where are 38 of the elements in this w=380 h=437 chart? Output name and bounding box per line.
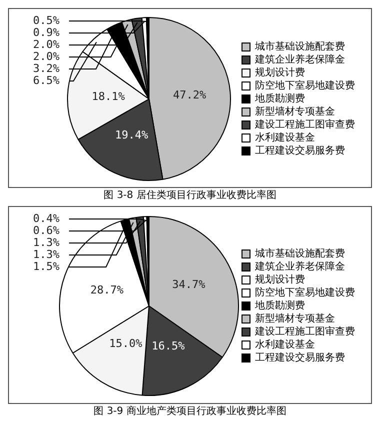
legend-label: 规划设计费	[255, 274, 305, 286]
data-label: 47.2%	[173, 88, 207, 102]
data-label: 1.3%	[33, 236, 60, 249]
legend-label: 新型墙材专项基金	[255, 106, 335, 118]
data-label: 34.7%	[172, 278, 206, 292]
legend-label: 工程建设交易服务费	[255, 144, 345, 157]
data-label: 1.3%	[33, 248, 60, 261]
legend-label: 建筑企业养老保障金	[254, 260, 345, 273]
data-label: 0.9%	[33, 26, 60, 39]
data-label: 3.2%	[33, 62, 60, 75]
data-label: 0.6%	[33, 224, 60, 237]
data-label: 2.0%	[33, 38, 60, 51]
legend-label: 地质勘测费	[254, 92, 305, 105]
legend-label: 城市基础设施配套费	[254, 40, 345, 53]
data-label: 0.5%	[33, 14, 60, 27]
data-label: 19.4%	[115, 128, 149, 142]
data-label: 2.0%	[33, 50, 60, 63]
legend-label: 地质勘测费	[254, 300, 305, 312]
data-label: 16.5%	[152, 339, 186, 352]
legend-label: 建设工程施工图审查费	[254, 118, 355, 131]
text: 图 3-9 商业地产类项目行政事业收费比率图	[92, 405, 288, 419]
legend-label: 建筑企业养老保障金	[254, 54, 345, 66]
legend-label: 建设工程施工图审查费	[254, 326, 355, 338]
data-label: 18.1%	[92, 90, 126, 103]
legend-label: 防空地下室易地建设费	[255, 80, 355, 92]
legend-label: 城市基础设施配套费	[254, 248, 345, 260]
data-label: 0.4%	[33, 212, 60, 225]
legend-label: 水利建设基金	[255, 338, 315, 351]
data-label: 6.5%	[33, 74, 60, 87]
text: 图 3-8 居住类项目行政事业收费比率图	[102, 189, 278, 203]
data-label: 15.0%	[109, 337, 143, 350]
legend-label: 防空地下室易地建设费	[255, 286, 355, 299]
data-label: 1.5%	[33, 260, 60, 273]
legend-label: 新型墙材专项基金	[255, 312, 335, 325]
data-label: 28.7%	[90, 284, 124, 297]
legend-label: 规划设计费	[255, 66, 305, 79]
legend-label: 水利建设基金	[255, 132, 315, 144]
legend-label: 工程建设交易服务费	[255, 352, 345, 364]
